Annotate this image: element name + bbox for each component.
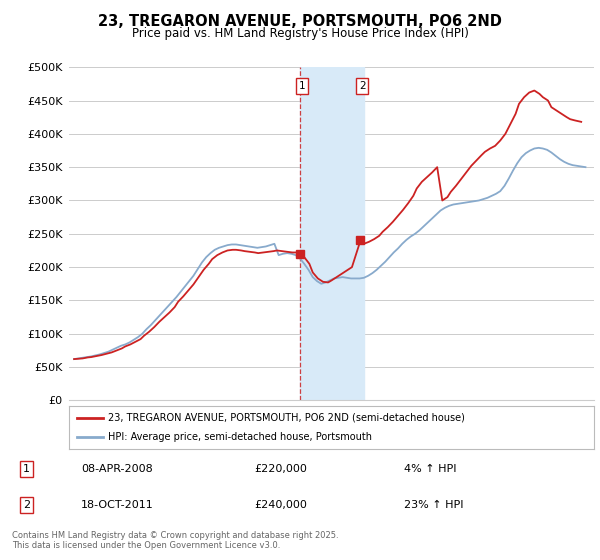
Text: 23, TREGARON AVENUE, PORTSMOUTH, PO6 2ND (semi-detached house): 23, TREGARON AVENUE, PORTSMOUTH, PO6 2ND… [109,413,465,423]
Text: 2: 2 [359,81,365,91]
Text: £220,000: £220,000 [254,464,307,474]
Text: 2: 2 [23,500,30,510]
Text: HPI: Average price, semi-detached house, Portsmouth: HPI: Average price, semi-detached house,… [109,432,373,442]
Text: 23, TREGARON AVENUE, PORTSMOUTH, PO6 2ND: 23, TREGARON AVENUE, PORTSMOUTH, PO6 2ND [98,14,502,29]
Text: 08-APR-2008: 08-APR-2008 [81,464,153,474]
Text: 23% ↑ HPI: 23% ↑ HPI [404,500,463,510]
Text: Price paid vs. HM Land Registry's House Price Index (HPI): Price paid vs. HM Land Registry's House … [131,27,469,40]
Text: 18-OCT-2011: 18-OCT-2011 [81,500,154,510]
Text: 1: 1 [299,81,305,91]
Bar [301,67,364,400]
Text: 4% ↑ HPI: 4% ↑ HPI [404,464,456,474]
Text: Contains HM Land Registry data © Crown copyright and database right 2025.
This d: Contains HM Land Registry data © Crown c… [12,530,338,550]
Text: 1: 1 [23,464,30,474]
Text: £240,000: £240,000 [254,500,307,510]
